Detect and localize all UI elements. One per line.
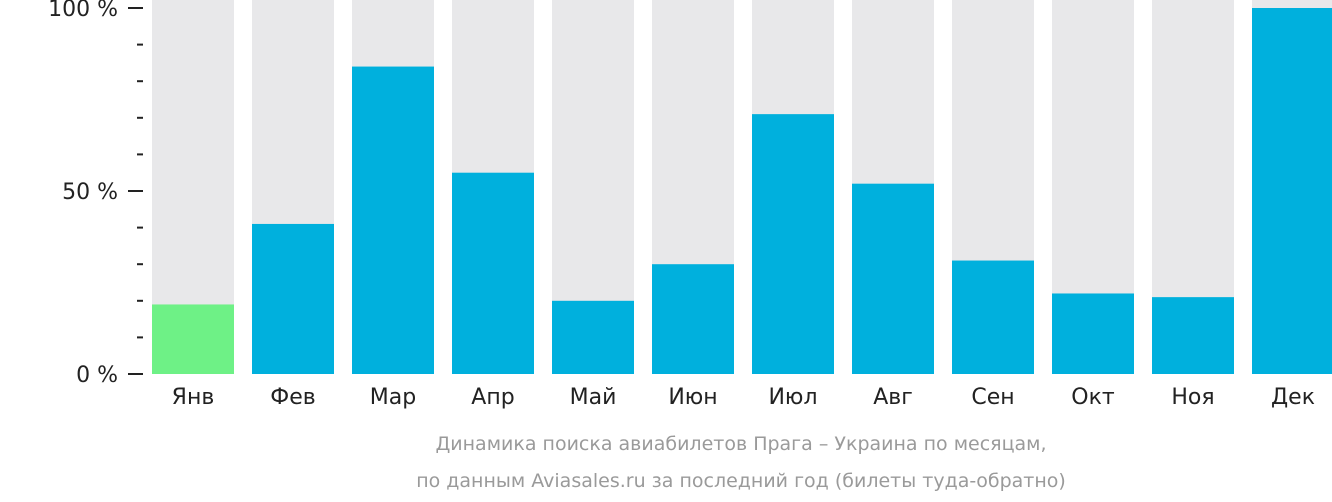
- bar-6: [652, 264, 734, 374]
- bar-1: [152, 304, 234, 374]
- x-tick-label: Янв: [172, 385, 215, 410]
- x-tick-label: Апр: [471, 385, 514, 410]
- x-tick-label: Авг: [873, 385, 913, 410]
- x-tick-label: Фев: [270, 385, 315, 410]
- chart-caption-line-2: по данным Aviasales.ru за последний год …: [416, 470, 1066, 492]
- x-tick-label: Дек: [1271, 385, 1315, 410]
- bar-4: [452, 172, 534, 374]
- y-tick-label: 0 %: [76, 363, 118, 388]
- data-bars: [152, 8, 1332, 374]
- x-tick-label: Сен: [971, 385, 1014, 410]
- bar-11: [1152, 297, 1234, 374]
- x-tick-label: Май: [570, 385, 617, 410]
- bar-8: [852, 183, 934, 374]
- bar-5: [552, 300, 634, 374]
- x-tick-label: Ноя: [1171, 385, 1214, 410]
- y-axis: 0 % 50 % 100 %: [48, 0, 143, 388]
- y-tick-label: 50 %: [62, 180, 118, 205]
- y-tick-label: 100 %: [48, 0, 118, 22]
- x-axis: Янв Фев Мар Апр Май Июн Июл Авг Сен Окт Ноя Дек: [172, 385, 1315, 410]
- x-tick-label: Июн: [668, 385, 717, 410]
- bar-12: [1252, 8, 1332, 374]
- bar-10: [1052, 293, 1134, 374]
- x-tick-label: Мар: [370, 385, 416, 410]
- x-tick-label: Июл: [768, 385, 817, 410]
- chart-caption-line-1: Динамика поиска авиабилетов Прага – Укра…: [435, 433, 1046, 455]
- bar-7: [752, 114, 834, 374]
- bar-9: [952, 260, 1034, 374]
- bar-2: [252, 223, 334, 374]
- x-tick-label: Окт: [1071, 385, 1115, 410]
- bar-3: [352, 66, 434, 374]
